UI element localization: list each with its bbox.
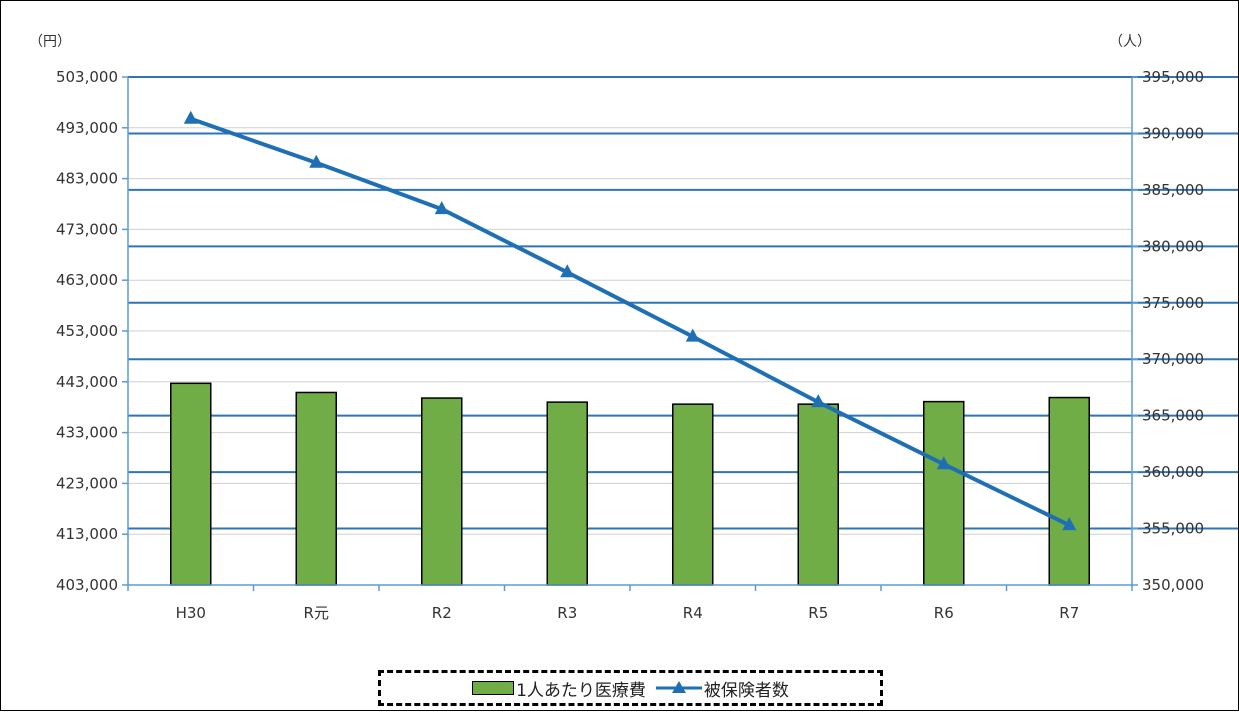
- left-tick-label: 443,000: [56, 373, 118, 391]
- left-tick-label: 433,000: [56, 424, 118, 442]
- right-tick-label: 355,000: [1142, 520, 1204, 538]
- left-axis-unit-label: （円）: [29, 34, 71, 50]
- right-tick-label: 395,000: [1142, 68, 1204, 86]
- bar: [797, 403, 839, 586]
- bar-series: [170, 382, 1090, 586]
- legend: 1人あたり医療費 被保険者数: [378, 670, 883, 706]
- x-axis-ticks: H30 R元 R2 R3 R4 R5 R6 R7: [176, 604, 1080, 622]
- x-tick-label: H30: [176, 604, 206, 622]
- right-tick-label: 380,000: [1142, 237, 1204, 255]
- right-tick-label: 350,000: [1142, 576, 1204, 594]
- line-series: [183, 110, 1077, 531]
- bar: [1048, 396, 1090, 586]
- left-tick-label: 453,000: [56, 322, 118, 340]
- left-tick-label: 473,000: [56, 220, 118, 238]
- bar: [546, 401, 588, 586]
- left-tick-label: 483,000: [56, 170, 118, 188]
- x-tick-label: R7: [1059, 604, 1079, 622]
- line-point: [685, 328, 700, 342]
- line-point: [183, 110, 198, 124]
- line-point: [811, 394, 826, 408]
- right-tick-label: 375,000: [1142, 294, 1204, 312]
- right-axis-ticks: 395,000 390,000 385,000 380,000 375,000 370,0…: [1142, 68, 1204, 594]
- bar: [170, 382, 212, 586]
- left-tick-label: 423,000: [56, 474, 118, 492]
- x-tick-label: R3: [557, 604, 577, 622]
- legend-line-swatch: [655, 681, 702, 693]
- line-point: [309, 154, 324, 168]
- right-axis-unit-label: （人）: [1109, 34, 1151, 50]
- left-tick-label: 463,000: [56, 271, 118, 289]
- x-tick-label: R元: [304, 604, 329, 622]
- right-tick-label: 360,000: [1142, 463, 1204, 481]
- legend-item-line: 被保険者数: [655, 676, 789, 701]
- left-axis-ticks: 503,000 493,000 483,000 473,000 463,000 453,0…: [56, 68, 118, 594]
- bar: [421, 397, 463, 586]
- legend-bar-swatch: [472, 681, 515, 695]
- bar: [295, 391, 337, 586]
- left-tick-label: 493,000: [56, 119, 118, 137]
- bar: [923, 400, 965, 586]
- right-tick-label: 390,000: [1142, 124, 1204, 142]
- x-tick-label: R4: [683, 604, 703, 622]
- left-tick-label: 413,000: [56, 525, 118, 543]
- line-point: [1062, 517, 1077, 531]
- line-path: [190, 116, 1071, 527]
- legend-bar-label: 1人あたり医療費: [516, 680, 646, 701]
- right-tick-label: 385,000: [1142, 181, 1204, 199]
- legend-line-label: 被保険者数: [703, 680, 789, 701]
- x-tick-label: R5: [808, 604, 828, 622]
- line-point: [936, 456, 951, 470]
- right-tick-label: 365,000: [1142, 407, 1204, 425]
- x-tick-label: R2: [432, 604, 452, 622]
- right-tick-label: 370,000: [1142, 350, 1204, 368]
- legend-item-bar: 1人あたり医療費: [472, 676, 646, 701]
- line-point: [434, 201, 449, 215]
- line-point: [560, 264, 575, 278]
- axes: [122, 76, 1138, 591]
- x-tick-label: R6: [934, 604, 954, 622]
- left-tick-label: 403,000: [56, 576, 118, 594]
- left-tick-label: 503,000: [56, 68, 118, 86]
- bar: [672, 403, 714, 586]
